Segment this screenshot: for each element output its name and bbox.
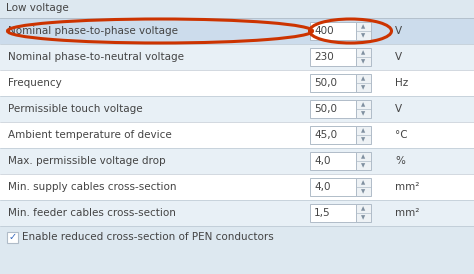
Text: V: V [395, 104, 402, 114]
Bar [356, 152, 371, 170]
Text: ▲: ▲ [361, 206, 365, 211]
Text: Min. feeder cables cross-section: Min. feeder cables cross-section [8, 208, 176, 218]
Text: Min. supply cables cross-section: Min. supply cables cross-section [8, 182, 176, 192]
Text: V: V [395, 52, 402, 62]
Bar [310, 22, 356, 40]
Bar [0, 174, 474, 200]
Text: ▼: ▼ [361, 33, 365, 38]
Bar [0, 96, 474, 122]
Text: 230: 230 [314, 52, 334, 62]
Text: ▲: ▲ [361, 50, 365, 55]
Text: Nominal phase-to-neutral voltage: Nominal phase-to-neutral voltage [8, 52, 184, 62]
Bar [7, 232, 18, 242]
Text: ▼: ▼ [361, 137, 365, 142]
Bar [0, 200, 474, 226]
Text: ▲: ▲ [361, 76, 365, 81]
Bar [356, 74, 371, 92]
Text: ▲: ▲ [361, 24, 365, 29]
Text: 4,0: 4,0 [314, 182, 330, 192]
Text: Frequency: Frequency [8, 78, 62, 88]
Bar [356, 100, 371, 118]
Bar [310, 100, 356, 118]
Text: ▼: ▼ [361, 163, 365, 168]
Text: Permissible touch voltage: Permissible touch voltage [8, 104, 143, 114]
Bar [310, 74, 356, 92]
Text: mm²: mm² [395, 182, 419, 192]
Bar [356, 126, 371, 144]
Text: ▼: ▼ [361, 189, 365, 194]
Bar [0, 44, 474, 70]
Text: ▲: ▲ [361, 180, 365, 185]
Text: mm²: mm² [395, 208, 419, 218]
Bar [310, 178, 356, 196]
Text: ▼: ▼ [361, 111, 365, 116]
Text: Nominal phase-to-phase voltage: Nominal phase-to-phase voltage [8, 26, 178, 36]
Text: ✓: ✓ [9, 232, 17, 242]
Text: ▲: ▲ [361, 102, 365, 107]
Bar [0, 18, 474, 44]
Bar [310, 152, 356, 170]
Bar [356, 178, 371, 196]
Text: Enable reduced cross-section of PEN conductors: Enable reduced cross-section of PEN cond… [22, 232, 274, 242]
Text: Max. permissible voltage drop: Max. permissible voltage drop [8, 156, 165, 166]
Bar [0, 122, 474, 148]
Text: ▼: ▼ [361, 215, 365, 220]
Text: Hz: Hz [395, 78, 408, 88]
Text: 400: 400 [314, 26, 334, 36]
Bar [310, 126, 356, 144]
Text: Ambient temperature of device: Ambient temperature of device [8, 130, 172, 140]
Text: ▲: ▲ [361, 128, 365, 133]
Bar [0, 148, 474, 174]
Text: %: % [395, 156, 405, 166]
Bar [0, 70, 474, 96]
Text: °C: °C [395, 130, 408, 140]
Bar [356, 22, 371, 40]
Bar [310, 48, 356, 66]
Bar [310, 204, 356, 222]
Text: 50,0: 50,0 [314, 104, 337, 114]
Text: 1,5: 1,5 [314, 208, 331, 218]
Bar [356, 48, 371, 66]
Text: ▲: ▲ [361, 154, 365, 159]
Text: Low voltage: Low voltage [6, 3, 69, 13]
Text: 45,0: 45,0 [314, 130, 337, 140]
Text: V: V [395, 26, 402, 36]
Bar [0, 226, 474, 248]
Bar [356, 204, 371, 222]
Bar [0, 0, 474, 18]
Text: 50,0: 50,0 [314, 78, 337, 88]
Text: ▼: ▼ [361, 59, 365, 64]
Text: ▼: ▼ [361, 85, 365, 90]
Text: 4,0: 4,0 [314, 156, 330, 166]
